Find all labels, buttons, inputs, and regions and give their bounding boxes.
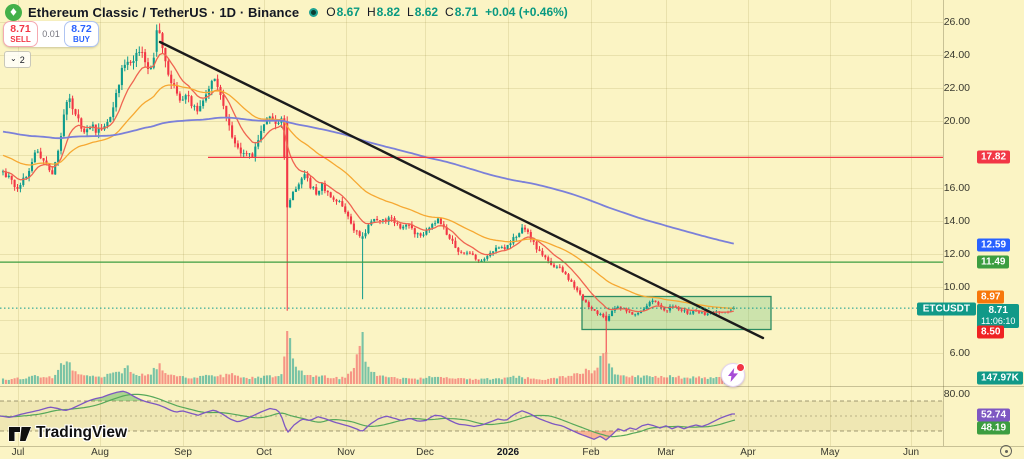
high-value: 8.82	[376, 5, 400, 19]
price-tag-17-82: 17.82	[977, 150, 1011, 164]
trendline	[158, 40, 765, 340]
month-label-Feb: Feb	[582, 447, 600, 458]
price-tick: 14.00	[943, 215, 970, 227]
sell-price: 8.71	[10, 22, 31, 35]
boost-button[interactable]	[721, 363, 745, 387]
notification-dot	[736, 363, 745, 372]
chevron-down-icon: ⌄	[10, 53, 17, 63]
symbol-price-tag: ETCUSDT	[916, 302, 976, 316]
indicators-count: 2	[19, 54, 25, 65]
volume-bars	[1, 331, 735, 384]
candles-layer	[1, 23, 735, 353]
sell-button[interactable]: 8.71 SELL	[3, 21, 38, 47]
month-label-2026: 2026	[496, 447, 520, 458]
symbol-header: ◆ Ethereum Classic / TetherUS · 1D · Bin…	[5, 3, 568, 21]
ohlc-readout: O8.67 H8.82 L8.62 C8.71 +0.04 (+0.46%)	[326, 5, 568, 19]
market-status-icon	[309, 7, 319, 17]
price-tick: 6.00	[949, 347, 970, 359]
low-value: 8.62	[414, 5, 439, 19]
price-tick: 80.00	[943, 388, 970, 400]
axis-settings-icon[interactable]	[1000, 445, 1012, 457]
month-label-Nov: Nov	[337, 447, 355, 458]
month-label-Oct: Oct	[256, 447, 272, 458]
etc-logo-icon: ◆	[5, 3, 22, 21]
month-label-Sep: Sep	[174, 447, 192, 458]
price-tick: 16.00	[943, 182, 970, 194]
symbol-title[interactable]: Ethereum Classic / TetherUS · 1D · Binan…	[28, 4, 300, 20]
price-tick: 24.00	[943, 49, 970, 61]
month-label-May: May	[820, 447, 840, 458]
price-tag-48-19: 48.19	[977, 421, 1011, 435]
month-label-Jul: Jul	[11, 447, 25, 458]
price-tick: 20.00	[943, 115, 970, 127]
open-value: 8.67	[336, 5, 360, 19]
price-tag-8-71: 8.71 11:06:10	[977, 304, 1020, 328]
month-label-Apr: Apr	[740, 447, 756, 458]
rsi-line	[0, 390, 735, 441]
grid-lines	[0, 0, 943, 446]
ma-line-fast	[2, 52, 734, 313]
price-tick: 26.00	[943, 16, 970, 28]
month-label-Dec: Dec	[416, 447, 434, 458]
spread-value: 0.01	[42, 29, 60, 39]
price-tag-12-59: 12.59	[977, 238, 1011, 252]
price-axis[interactable]: 26.00 24.00 22.00 20.00 16.00 14.00 12.00 10.00…	[916, 0, 1024, 446]
trade-widget: 8.71 SELL 0.01 8.72 BUY	[3, 21, 99, 47]
price-tag-11-49: 11.49	[977, 255, 1010, 269]
price-tick: 10.00	[943, 281, 970, 293]
price-tick: 22.00	[943, 82, 970, 94]
close-value: 8.71	[454, 5, 479, 19]
tradingview-watermark[interactable]: TradingView	[8, 423, 127, 442]
buy-button[interactable]: 8.72 BUY	[64, 21, 99, 47]
price-tick: 12.00	[943, 248, 970, 260]
price-tag-8-50: 8.50	[977, 325, 1005, 339]
price-tag-147-97K: 147.97K	[977, 371, 1023, 385]
buy-price: 8.72	[71, 22, 92, 35]
rsi-extreme-fill	[87, 391, 144, 402]
month-label-Jun: Jun	[902, 447, 920, 458]
ma-line-slow	[2, 116, 734, 245]
month-label-Aug: Aug	[91, 447, 109, 458]
tradingview-logo-icon	[8, 426, 32, 442]
consolidation-box	[581, 295, 772, 331]
ma-line-mid	[2, 84, 734, 309]
month-label-Mar: Mar	[657, 447, 675, 458]
time-axis[interactable]: Jul Aug Sep Oct Nov Dec 2026 Feb Mar Apr May Jun	[0, 446, 1024, 459]
watermark-text: TradingView	[36, 423, 128, 441]
lightning-icon	[728, 368, 738, 382]
price-tag-8-97: 8.97	[977, 290, 1005, 304]
change-value: +0.04 (+0.46%)	[485, 5, 568, 19]
price-tag-52-74: 52.74	[977, 408, 1011, 422]
collapse-indicators-button[interactable]: ⌄ 2	[4, 51, 31, 68]
